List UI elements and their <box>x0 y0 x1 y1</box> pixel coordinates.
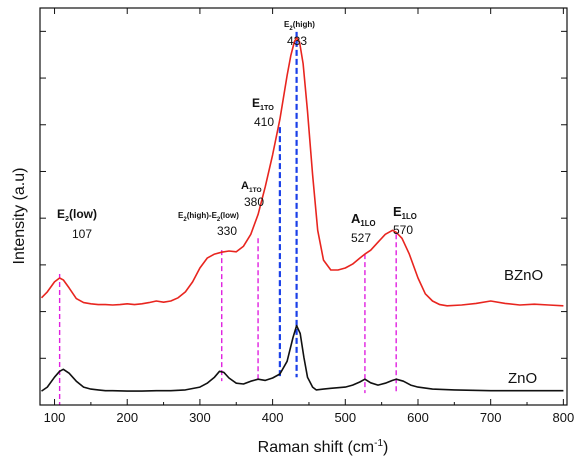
mode-value-e1to: 410 <box>254 115 274 129</box>
axis-ticks: 100 200 300 400 500 600 700 800 <box>40 8 574 425</box>
mode-label-rest: (high) <box>293 20 316 29</box>
series-line-bzno <box>40 37 564 307</box>
mode-label-e1lo: E1LO <box>393 204 417 221</box>
mode-label-sub: 1LO <box>360 219 375 228</box>
mode-label-e2high: E2(high) <box>284 20 315 32</box>
mode-value-e2diff: 330 <box>217 224 237 238</box>
peak-annotations: E2(low)107E2(high)-E2(low)330A1TO380E1TO… <box>57 20 417 245</box>
x-axis-label: Raman shift (cm-1) <box>258 438 389 456</box>
series-label-zno: ZnO <box>508 370 537 387</box>
mode-label-main: A <box>351 211 361 226</box>
x-tick-label-500: 500 <box>334 410 356 425</box>
x-axis-label-main: Raman shift (cm <box>258 439 374 456</box>
mode-value-e1lo: 570 <box>393 223 413 237</box>
x-tick-label-600: 600 <box>407 410 429 425</box>
mode-label-e2diff: E2(high)-E2(low) <box>178 211 239 223</box>
mode-label-rest2: (low) <box>220 211 239 220</box>
mode-label-rest: (low) <box>69 207 97 221</box>
x-axis-label-sup: -1 <box>374 438 383 449</box>
mode-label-a1lo: A1LO <box>351 211 376 228</box>
mode-label-sub: 1TO <box>249 187 262 194</box>
mode-label-sub: 1TO <box>260 103 274 112</box>
mode-label-sub: 2 <box>65 214 69 223</box>
mode-label-main: E <box>393 204 402 219</box>
x-tick-label-800: 800 <box>553 410 575 425</box>
mode-label-main: E <box>252 96 260 110</box>
x-tick-label-400: 400 <box>262 410 284 425</box>
annotation-e2low: E2(low) 107 <box>57 207 97 241</box>
series-label-bzno: BZnO <box>504 267 543 284</box>
annotation-e1to: E1TO 410 <box>252 96 274 129</box>
annotation-e1lo: E1LO 570 <box>393 204 417 237</box>
y-axis-label: Intensity (a.u) <box>11 168 28 265</box>
mode-label-main: E <box>178 211 184 220</box>
plot-frame <box>39 7 568 406</box>
mode-label-e1to: E1TO <box>252 96 274 112</box>
x-tick-label-300: 300 <box>189 410 211 425</box>
mode-label-sub: 2 <box>183 217 187 223</box>
annotation-e2diff: E2(high)-E2(low)330 <box>178 211 239 238</box>
annotation-a1lo: A1LO 527 <box>351 211 376 245</box>
annotation-e2high: E2(high) 433 <box>284 20 315 48</box>
mode-value-a1lo: 527 <box>351 231 371 245</box>
mode-label-rest: (high)-E <box>187 211 218 220</box>
x-tick-label-700: 700 <box>480 410 502 425</box>
series-line-zno <box>41 324 564 392</box>
mode-label-main: E <box>284 20 290 29</box>
mode-lines <box>58 31 397 405</box>
mode-label-a1to: A1TO <box>241 180 262 194</box>
mode-value-e2low: 107 <box>72 227 92 241</box>
mode-label-sub: 2 <box>289 26 293 32</box>
mode-label-main: E <box>57 207 65 221</box>
mode-value-e2high: 433 <box>287 34 307 48</box>
mode-label-main: A <box>241 180 249 192</box>
mode-label-e2low: E2(low) <box>57 207 97 223</box>
mode-value-a1to: 380 <box>244 195 264 209</box>
series-group <box>40 37 564 392</box>
x-axis-label-end: ) <box>383 439 388 456</box>
mode-label-sub: 1LO <box>402 212 417 221</box>
x-tick-label-100: 100 <box>44 410 66 425</box>
x-tick-label-200: 200 <box>116 410 138 425</box>
mode-label-sub2: 2 <box>217 217 221 223</box>
